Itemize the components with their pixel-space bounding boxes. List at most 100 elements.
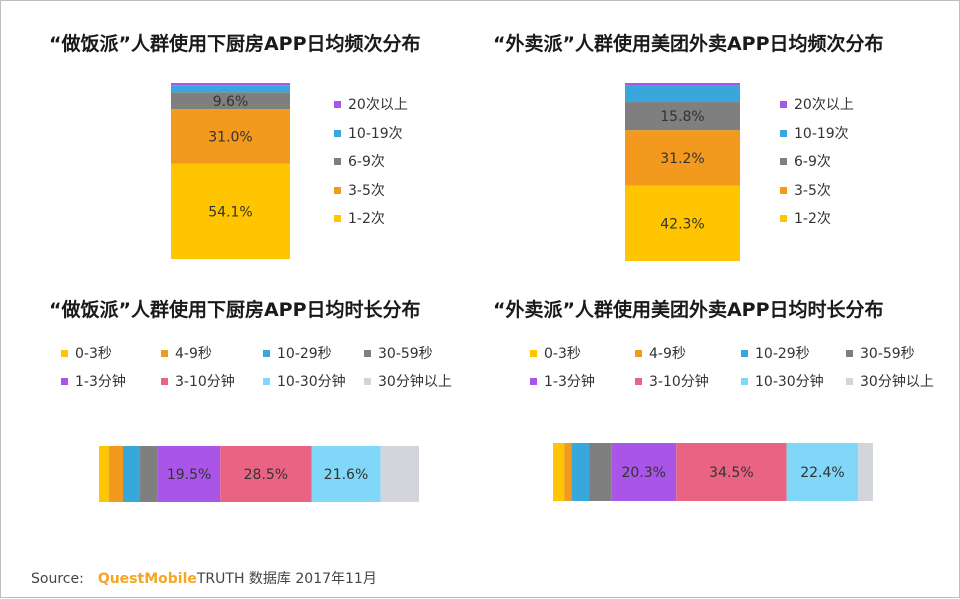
data-label: 22.4% bbox=[800, 465, 844, 481]
bar-segment bbox=[311, 446, 381, 502]
legend-label: 30-59秒 bbox=[860, 346, 915, 362]
legend-swatch bbox=[61, 377, 68, 385]
legend-item: 30分钟以上 bbox=[846, 371, 934, 391]
legend-item: 3-5次 bbox=[780, 180, 831, 200]
data-label: 54.1% bbox=[208, 204, 252, 220]
legend-item: 10-29秒 bbox=[263, 343, 332, 363]
bar-segment bbox=[676, 443, 787, 501]
legend-label: 10-19次 bbox=[794, 126, 849, 142]
legend-label: 20次以上 bbox=[348, 97, 408, 113]
legend-item: 10-29秒 bbox=[741, 343, 810, 363]
legend-item: 10-30分钟 bbox=[741, 371, 824, 391]
legend-swatch bbox=[334, 186, 341, 194]
legend-item: 0-3秒 bbox=[61, 343, 112, 363]
legend-item: 10-30分钟 bbox=[263, 371, 346, 391]
legend-swatch bbox=[780, 186, 787, 194]
legend-swatch bbox=[846, 349, 853, 357]
bar-segment bbox=[171, 109, 290, 164]
legend-item: 10-19次 bbox=[780, 123, 849, 143]
legend-label: 30分钟以上 bbox=[860, 374, 934, 390]
legend-label: 3-5次 bbox=[794, 183, 831, 199]
source-rest: TRUTH 数据库 2017年11月 bbox=[196, 571, 377, 587]
legend-label: 6-9次 bbox=[794, 154, 831, 170]
legend-item: 3-5次 bbox=[334, 180, 385, 200]
legend-item: 1-3分钟 bbox=[61, 371, 126, 391]
chart-title-cooking-duration: “做饭派”人群使用下厨房APP日均时长分布 bbox=[49, 299, 421, 321]
legend-swatch bbox=[161, 349, 168, 357]
bar-segment bbox=[625, 185, 740, 261]
legend-label: 6-9次 bbox=[348, 154, 385, 170]
legend-label: 0-3秒 bbox=[75, 346, 112, 362]
legend-label: 3-10分钟 bbox=[175, 374, 235, 390]
chart-title-cooking-frequency: “做饭派”人群使用下厨房APP日均频次分布 bbox=[49, 33, 421, 55]
bar-segment bbox=[589, 443, 612, 501]
legend-label: 10-30分钟 bbox=[277, 374, 346, 390]
legend-label: 4-9秒 bbox=[649, 346, 686, 362]
legend-label: 4-9秒 bbox=[175, 346, 212, 362]
data-label: 20.3% bbox=[621, 465, 665, 481]
legend-swatch bbox=[263, 349, 270, 357]
bar-segment bbox=[157, 446, 221, 502]
legend-label: 3-5次 bbox=[348, 183, 385, 199]
legend-item: 3-10分钟 bbox=[635, 371, 709, 391]
legend-swatch bbox=[364, 377, 371, 385]
legend-item: 1-2次 bbox=[780, 208, 831, 228]
bar-segment bbox=[108, 446, 123, 502]
bar-segment bbox=[220, 446, 312, 502]
legend-label: 1-3分钟 bbox=[544, 374, 595, 390]
legend-swatch bbox=[161, 377, 168, 385]
legend-label: 0-3秒 bbox=[544, 346, 581, 362]
legend-swatch bbox=[846, 377, 853, 385]
chart-title-takeout-duration: “外卖派”人群使用美团外卖APP日均时长分布 bbox=[493, 299, 884, 321]
bar-segment bbox=[99, 446, 109, 502]
legend-label: 10-29秒 bbox=[277, 346, 332, 362]
legend-swatch bbox=[334, 157, 341, 165]
legend-swatch bbox=[780, 214, 787, 222]
legend-swatch bbox=[530, 349, 537, 357]
bar-segment bbox=[171, 92, 290, 110]
bar-segment bbox=[858, 443, 873, 501]
legend-item: 4-9秒 bbox=[635, 343, 686, 363]
source-prefix: Source: bbox=[31, 571, 84, 587]
legend-label: 1-3分钟 bbox=[75, 374, 126, 390]
bar-segment bbox=[171, 163, 290, 259]
legend-swatch bbox=[780, 157, 787, 165]
data-label: 31.0% bbox=[208, 130, 252, 146]
legend-swatch bbox=[61, 349, 68, 357]
legend-label: 10-19次 bbox=[348, 126, 403, 142]
source-brand: QuestMobile bbox=[97, 571, 197, 587]
bar-segment bbox=[786, 443, 859, 501]
bar-segment bbox=[171, 85, 290, 93]
bar-segment bbox=[625, 85, 740, 103]
legend-swatch bbox=[364, 349, 371, 357]
bar-segment bbox=[553, 443, 565, 501]
chart-title-takeout-frequency: “外卖派”人群使用美团外卖APP日均频次分布 bbox=[493, 33, 884, 55]
legend-swatch bbox=[741, 377, 748, 385]
legend-swatch bbox=[334, 214, 341, 222]
legend-label: 20次以上 bbox=[794, 97, 854, 113]
legend-swatch bbox=[334, 100, 341, 108]
legend-item: 6-9次 bbox=[334, 151, 385, 171]
legend-swatch bbox=[741, 349, 748, 357]
legend-label: 10-29秒 bbox=[755, 346, 810, 362]
bar-segment bbox=[380, 446, 419, 502]
bar-segment bbox=[139, 446, 158, 502]
bar-segment bbox=[571, 443, 590, 501]
data-label: 21.6% bbox=[324, 467, 368, 483]
bar-segment bbox=[625, 83, 740, 86]
bar-segment bbox=[123, 446, 140, 502]
legend-item: 1-3分钟 bbox=[530, 371, 595, 391]
legend-swatch bbox=[635, 349, 642, 357]
legend-item: 1-2次 bbox=[334, 208, 385, 228]
data-label: 42.3% bbox=[660, 216, 704, 232]
legend-item: 20次以上 bbox=[780, 94, 854, 114]
legend-label: 10-30分钟 bbox=[755, 374, 824, 390]
legend-label: 3-10分钟 bbox=[649, 374, 709, 390]
legend-item: 0-3秒 bbox=[530, 343, 581, 363]
legend-swatch bbox=[635, 377, 642, 385]
legend-label: 1-2次 bbox=[348, 211, 385, 227]
data-label: 19.5% bbox=[167, 467, 211, 483]
legend-item: 3-10分钟 bbox=[161, 371, 235, 391]
